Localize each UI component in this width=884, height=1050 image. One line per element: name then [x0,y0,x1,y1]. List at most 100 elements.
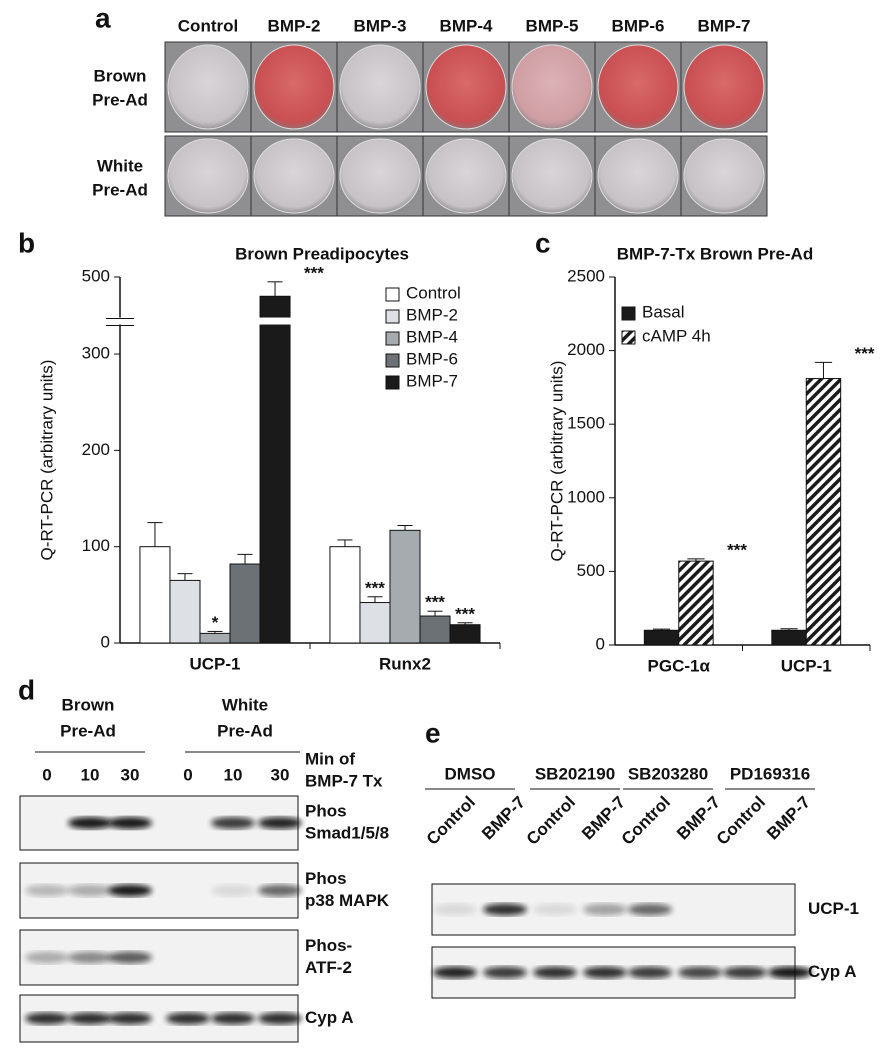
legend-label: BMP-6 [406,349,458,368]
band [583,903,627,916]
time-caption: Min of [305,749,355,768]
column-label: BMP-6 [612,16,665,35]
band [483,966,527,979]
bar [678,560,714,646]
legend-swatch [385,309,400,324]
y-tick-label: 1000 [567,487,605,506]
column-label: BMP-4 [440,16,493,35]
lane-label: BMP-7 [763,793,814,844]
x-tick-label: PGC-1α [648,656,711,675]
band [68,951,112,964]
legend-swatch [621,330,636,345]
y-axis-label: Q-RT-PCR (arbitrary units) [37,360,56,561]
band [68,884,112,897]
bar [419,615,451,644]
group-label: SB202190 [535,764,615,783]
axis-break [106,317,486,325]
y-tick-label: 200 [82,440,110,459]
chart-title: Brown Preadipocytes [235,244,409,263]
band [258,884,302,897]
well [597,138,679,214]
y-tick-label: 2000 [567,340,605,359]
significance: *** [425,593,445,612]
y-tick-label: 100 [82,536,110,555]
band [433,966,477,979]
band [483,903,527,916]
column-label: BMP-2 [268,16,321,35]
column-label: BMP-7 [698,16,751,35]
band [583,966,627,979]
band [723,966,767,979]
band [108,817,152,829]
time-caption: BMP-7 Tx [305,771,383,790]
panel-label: b [18,227,35,258]
panel-label: a [95,2,111,33]
band [211,817,255,829]
time-label: 10 [81,765,100,784]
lane-label: Control [523,793,579,849]
well [511,138,593,214]
x-tick-label: UCP-1 [189,654,240,673]
x-tick-label: UCP-1 [781,656,832,675]
row-label: White [97,156,143,175]
time-label: 0 [42,765,51,784]
group-label: Pre-Ad [60,721,116,740]
legend-swatch [385,331,400,346]
bar [359,602,391,644]
well [425,44,507,130]
band [533,966,577,979]
band [108,951,152,964]
legend-label: BMP-7 [406,371,458,390]
column-label: BMP-3 [354,16,407,35]
bar [449,624,481,644]
well [425,138,507,214]
well [167,44,249,130]
band [25,1012,69,1025]
significance: * [212,613,219,632]
y-tick-label: 1500 [567,414,605,433]
well [253,44,335,130]
band [211,1012,255,1025]
legend-label: Basal [642,302,685,321]
x-tick-label: Runx2 [379,654,431,673]
group-label: Pre-Ad [217,721,273,740]
bar [389,529,421,644]
panel-label: c [535,227,551,258]
panel-label: d [18,674,35,705]
blot-label: ATF-2 [305,958,352,977]
time-label: 30 [271,765,290,784]
band [678,966,722,979]
blot [19,795,299,851]
bar [771,629,807,646]
significance: *** [855,344,875,363]
band [68,1012,112,1025]
y-axis-label: Q-RT-PCR (arbitrary units) [547,361,566,562]
legend-label: Control [406,283,461,302]
band [166,1012,210,1025]
column-label: BMP-5 [526,16,579,35]
band [108,884,152,897]
band [628,903,672,916]
bar [643,629,680,646]
well [167,138,249,214]
band [258,1012,302,1025]
group-label: PD169316 [730,764,810,783]
blot-label: Cyp A [808,962,857,981]
band [25,951,69,964]
well [339,44,421,130]
y-tick-label: 0 [101,632,110,651]
band [211,884,255,897]
band [433,903,477,916]
legend-swatch [385,375,400,390]
row-label: Brown [94,66,147,85]
band [108,1012,152,1025]
legend-swatch [385,353,400,368]
bar [139,546,171,644]
legend-label: cAMP 4h [642,326,711,345]
band [25,884,69,897]
column-label: Control [178,16,238,35]
row-label: Pre-Ad [92,180,148,199]
bar [199,632,231,644]
significance: *** [727,540,747,559]
